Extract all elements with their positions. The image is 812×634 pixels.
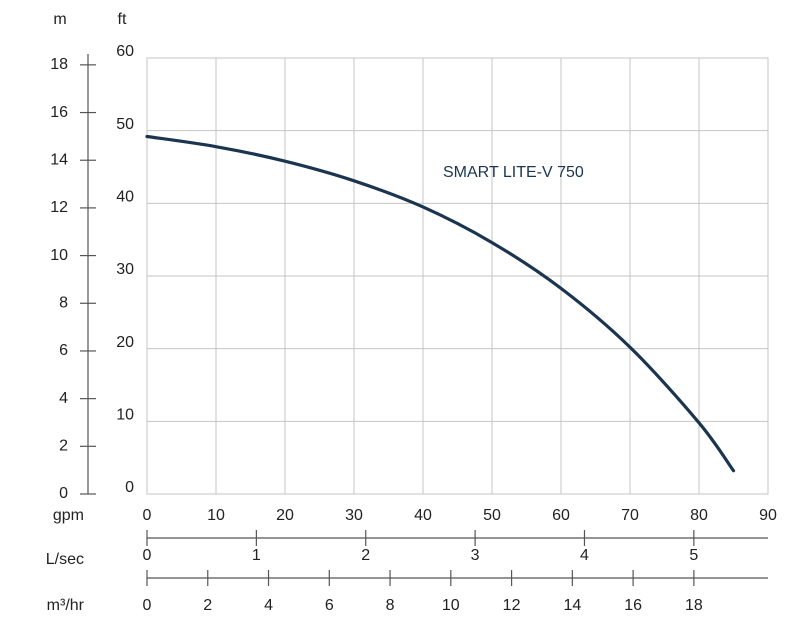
- y-tick-label: 0: [125, 479, 134, 496]
- extra-x-tick-label: 0: [143, 597, 152, 614]
- extra-x-tick-label: 12: [503, 597, 521, 614]
- extra-x-tick-label: 1: [252, 547, 261, 564]
- extra-x-tick-label: 6: [325, 597, 334, 614]
- x-tick-label: 0: [143, 507, 152, 524]
- y2-tick-label: 0: [59, 485, 68, 502]
- extra-x-tick-label: 2: [361, 547, 370, 564]
- y-tick-label: 50: [116, 116, 134, 133]
- extra-x-tick-label: 14: [563, 597, 581, 614]
- y-axis-label: ft: [118, 11, 127, 28]
- x-tick-label: 10: [207, 507, 225, 524]
- extra-x-tick-label: 5: [689, 547, 698, 564]
- y2-tick-label: 14: [50, 151, 68, 168]
- y-tick-label: 40: [116, 189, 134, 206]
- y-tick-label: 20: [116, 334, 134, 351]
- pump-curve: [145, 134, 736, 473]
- x2-axis-label: L/sec: [46, 551, 84, 568]
- y2-tick-label: 10: [50, 247, 68, 264]
- x-tick-label: 30: [345, 507, 363, 524]
- y2-tick-label: 4: [59, 390, 68, 407]
- x-tick-label: 70: [621, 507, 639, 524]
- x3-axis-label: m³/hr: [47, 597, 85, 614]
- y-tick-label: 10: [116, 407, 134, 424]
- extra-x-tick-label: 4: [580, 547, 589, 564]
- extra-x-tick-label: 18: [685, 597, 703, 614]
- extra-x-tick-label: 2: [203, 597, 212, 614]
- extra-x-tick-label: 4: [264, 597, 273, 614]
- x-tick-label: 20: [276, 507, 294, 524]
- y-tick-label: 30: [116, 261, 134, 278]
- y2-tick-label: 8: [59, 294, 68, 311]
- extra-x-tick-label: 3: [471, 547, 480, 564]
- y2-tick-label: 2: [59, 438, 68, 455]
- x-tick-label: 40: [414, 507, 432, 524]
- y2-axis-label: m: [53, 11, 66, 28]
- x-tick-label: 60: [552, 507, 570, 524]
- y2-tick-label: 12: [50, 199, 68, 216]
- series-label: SMART LITE-V 750: [443, 164, 584, 181]
- y2-tick-label: 16: [50, 104, 68, 121]
- extra-x-tick-label: 10: [442, 597, 460, 614]
- x-tick-label: 90: [759, 507, 777, 524]
- x-axis-label: gpm: [53, 507, 84, 524]
- extra-x-tick-label: 0: [143, 547, 152, 564]
- y2-tick-label: 6: [59, 342, 68, 359]
- y-tick-label: 60: [116, 43, 134, 60]
- x-tick-label: 50: [483, 507, 501, 524]
- extra-x-tick-label: 8: [386, 597, 395, 614]
- extra-x-tick-label: 16: [624, 597, 642, 614]
- x-tick-label: 80: [690, 507, 708, 524]
- y2-tick-label: 18: [50, 56, 68, 73]
